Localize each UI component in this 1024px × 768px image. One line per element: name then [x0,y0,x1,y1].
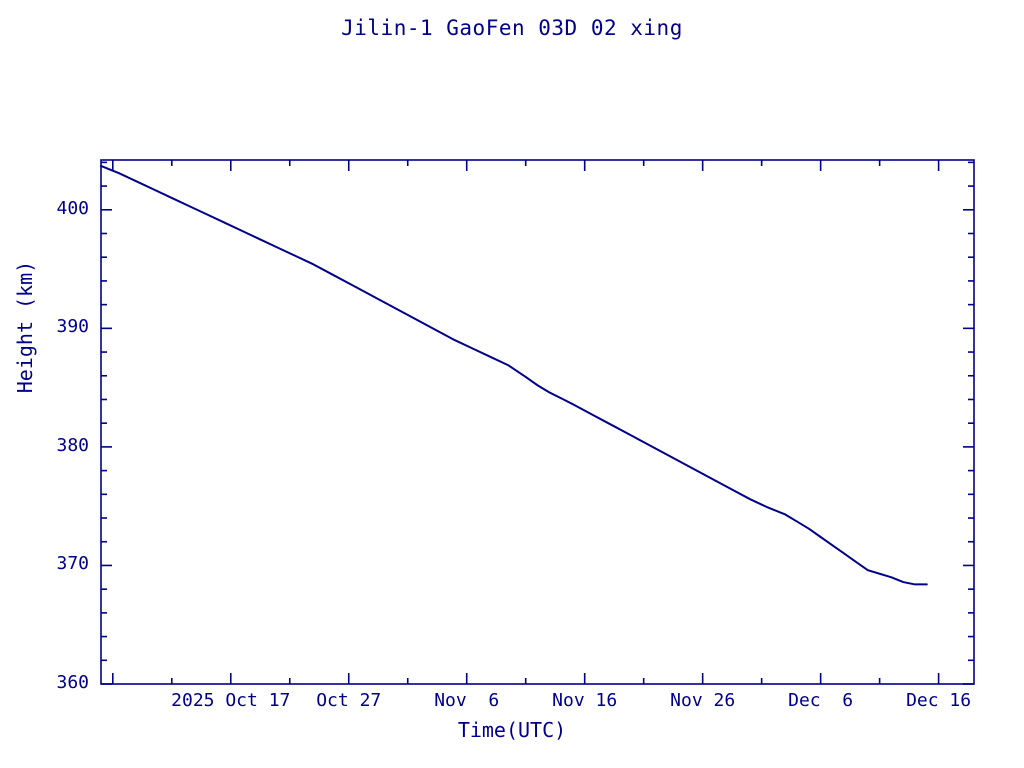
y-tick-label: 370 [56,553,89,575]
y-tick-label: 400 [56,197,89,219]
axis-ticks [101,160,974,685]
x-tick-label: Nov 6 [434,690,500,711]
y-tick-label: 380 [56,434,89,456]
data-series-height [100,164,928,586]
x-tick-label: Oct 27 [316,690,382,711]
axes-frame [100,159,975,685]
x-tick-label: Dec 6 [788,690,854,711]
y-tick-label: 390 [56,316,89,338]
x-tick-label: Nov 26 [670,690,736,711]
chart-title: Jilin-1 GaoFen 03D 02 xing [341,16,683,40]
x-tick-label: Dec 16 [906,690,972,711]
y-tick-label: 360 [56,672,89,693]
x-tick-label: 2025 Oct 17 [171,690,291,711]
x-tick-label: Nov 16 [552,690,618,711]
x-axis-title: Time(UTC) [457,718,567,742]
